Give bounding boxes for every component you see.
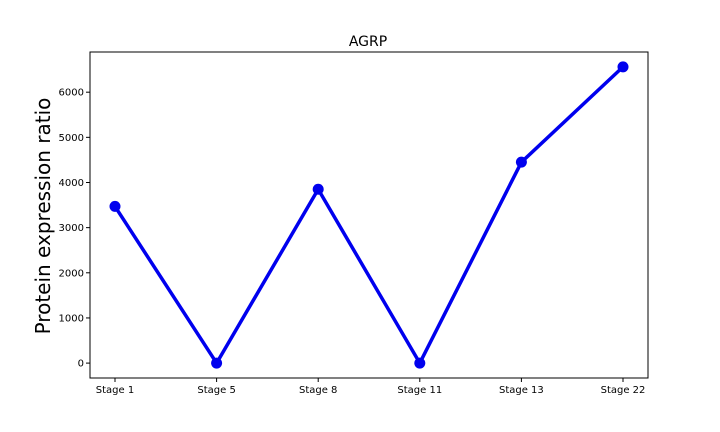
- x-tick-label: Stage 1: [96, 385, 134, 396]
- y-axis-label: Protein expression ratio: [31, 98, 55, 335]
- data-point: [516, 157, 527, 168]
- data-point: [110, 201, 121, 212]
- y-tick-label: 5000: [59, 133, 84, 144]
- chart-title: AGRP: [349, 34, 387, 50]
- x-tick-label: Stage 11: [397, 385, 442, 396]
- data-point: [618, 61, 629, 72]
- y-tick-label: 2000: [59, 268, 84, 279]
- y-tick-label: 1000: [59, 313, 84, 324]
- y-tick-label: 4000: [59, 178, 84, 189]
- y-tick-label: 6000: [59, 88, 84, 99]
- x-tick-label: Stage 22: [601, 385, 646, 396]
- x-tick-label: Stage 13: [499, 385, 544, 396]
- y-tick-label: 3000: [59, 223, 84, 234]
- data-point: [414, 358, 425, 369]
- data-point: [211, 358, 222, 369]
- x-tick-label: Stage 8: [299, 385, 337, 396]
- y-tick-label: 0: [78, 359, 84, 370]
- x-tick-label: Stage 5: [197, 385, 235, 396]
- data-point: [313, 184, 324, 195]
